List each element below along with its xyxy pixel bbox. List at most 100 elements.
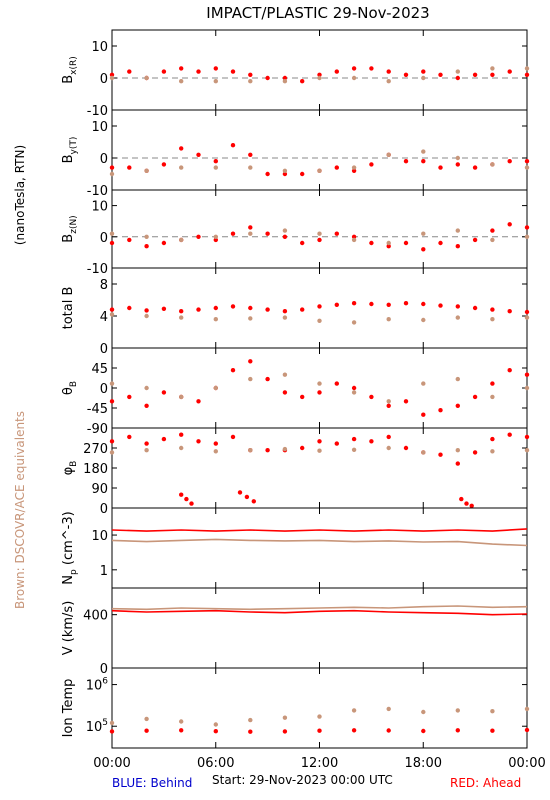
data-point <box>421 412 426 417</box>
data-point <box>351 390 357 395</box>
data-point <box>248 231 253 236</box>
data-point <box>109 312 115 317</box>
data-point <box>386 706 391 712</box>
data-point <box>230 69 236 74</box>
data-point <box>265 171 270 177</box>
panel-frame <box>111 347 528 429</box>
data-point <box>144 168 149 173</box>
panel-7: 400 0 V (km/s) <box>61 587 528 677</box>
data-point <box>351 447 357 452</box>
data-point <box>179 719 184 724</box>
data-point <box>403 72 409 78</box>
y-tick-label: 1 <box>100 564 108 579</box>
data-point <box>144 728 149 733</box>
panel-3: 8 4 0 total B <box>61 267 530 357</box>
data-point <box>472 237 478 243</box>
data-point <box>438 408 443 413</box>
data-point <box>524 66 530 71</box>
y-tick-label: 0 <box>100 152 108 167</box>
data-point <box>524 225 530 230</box>
data-point <box>334 69 339 74</box>
data-point <box>196 399 201 404</box>
data-point <box>179 432 184 437</box>
data-point <box>300 171 305 177</box>
data-point <box>317 390 322 395</box>
data-point <box>161 390 167 395</box>
data-point <box>179 165 184 170</box>
data-point <box>403 445 409 451</box>
data-point <box>109 307 115 312</box>
y-axis-label: Bx(R) <box>61 56 79 84</box>
data-point <box>369 162 374 167</box>
data-point <box>507 69 512 74</box>
data-point <box>455 304 460 309</box>
data-point <box>317 318 322 323</box>
units-side-label: (nanoTesla, RTN) <box>13 145 27 245</box>
data-point <box>472 394 478 400</box>
data-point <box>351 320 357 325</box>
data-point <box>282 79 288 84</box>
data-point <box>369 394 374 400</box>
data-point <box>490 237 495 243</box>
data-point <box>455 403 460 408</box>
y-axis-label: V (km/s) <box>61 601 76 656</box>
footer-red-label: RED: Ahead <box>450 776 521 790</box>
data-point <box>490 709 495 714</box>
y-tick-label: 0 <box>100 342 108 357</box>
data-point <box>213 729 218 734</box>
data-point <box>127 69 132 74</box>
data-point <box>127 394 132 400</box>
data-point <box>144 403 149 408</box>
data-point <box>524 706 530 712</box>
panel-2: 10 0 -10 Bz(N) <box>61 189 530 277</box>
data-point <box>317 439 322 444</box>
data-point <box>403 240 409 246</box>
data-point <box>109 171 115 177</box>
data-point <box>109 165 115 170</box>
data-point <box>179 79 184 84</box>
chart-title: IMPACT/PLASTIC 29-Nov-2023 <box>206 4 429 22</box>
data-point <box>369 301 374 307</box>
data-point <box>455 69 460 74</box>
data-point <box>386 403 391 408</box>
data-point <box>490 436 495 442</box>
data-point <box>282 715 288 720</box>
data-point <box>237 490 243 495</box>
data-point <box>351 436 357 442</box>
y-tick-label: -10 <box>87 184 108 199</box>
y-tick-label: -10 <box>87 104 108 119</box>
y-tick-label: 45 <box>91 362 108 377</box>
data-point <box>507 159 512 164</box>
y-axis-label: Ion Temp <box>61 679 76 738</box>
data-point <box>282 309 288 314</box>
y-tick-label: 400 <box>83 609 108 624</box>
panel-1: 10 0 -10 By(T) <box>61 109 530 199</box>
data-point <box>179 728 184 733</box>
data-point <box>421 728 426 734</box>
data-point <box>196 152 201 157</box>
data-point <box>248 79 253 84</box>
data-point <box>230 143 236 148</box>
data-point <box>248 225 253 230</box>
data-point <box>472 72 478 78</box>
data-point <box>490 728 495 733</box>
x-axis: 00:00 06:00 12:00 18:00 00:00 <box>93 756 545 771</box>
data-point <box>265 376 270 382</box>
data-point <box>282 315 288 320</box>
data-point <box>265 231 270 236</box>
data-point <box>213 449 218 454</box>
data-point <box>196 439 201 444</box>
data-point <box>455 448 460 453</box>
data-point <box>421 709 426 715</box>
data-point <box>144 234 149 239</box>
data-point <box>386 302 391 307</box>
data-point <box>109 231 115 236</box>
data-point <box>265 448 270 453</box>
panel-frame <box>111 587 528 669</box>
data-point <box>213 385 218 391</box>
y-tick-label: 270 <box>83 442 108 457</box>
y-tick-label: 4 <box>100 310 108 325</box>
x-tick-label: 00:00 <box>508 756 545 771</box>
data-point <box>213 722 218 727</box>
